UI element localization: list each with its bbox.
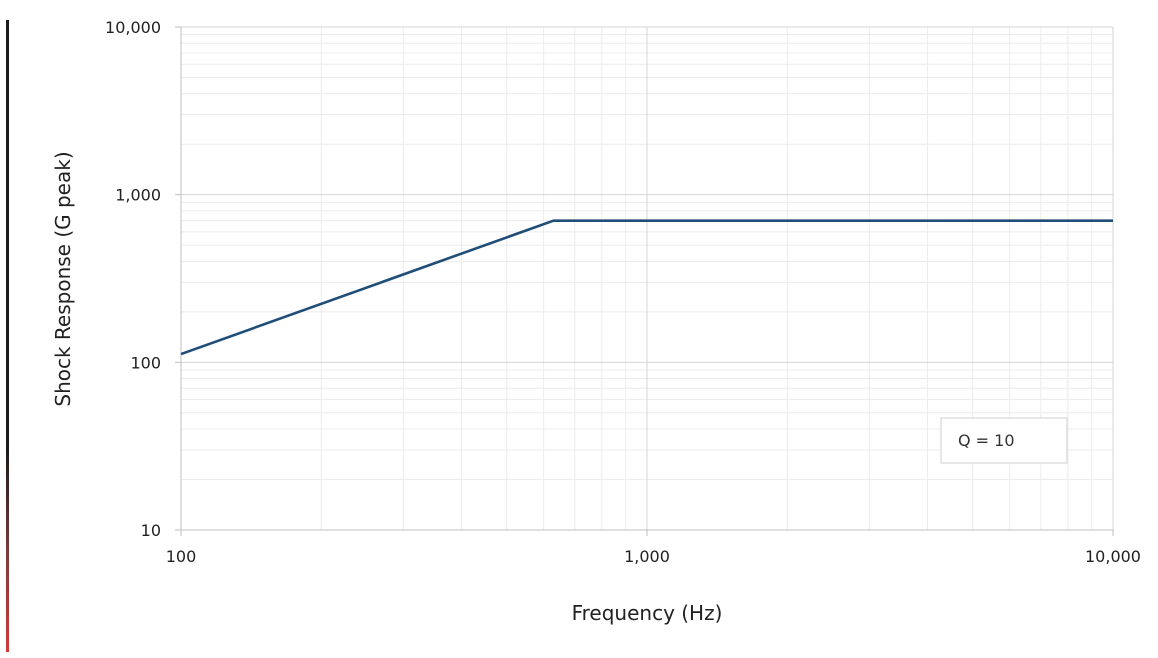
y-tick-label: 10 [141, 521, 161, 540]
series-line-0 [180, 219, 1113, 356]
legend-frame [940, 417, 1068, 464]
x-axis-title: Frequency (Hz) [572, 601, 723, 625]
axes [175, 26, 1114, 536]
x-tick-label: 1,000 [624, 547, 670, 566]
legend-box: Q = 10 [940, 417, 1068, 464]
y-tick-labels: 10 100 1,000 10,000 [105, 18, 161, 540]
x-tick-label: 10,000 [1085, 547, 1141, 566]
accent-bar [6, 20, 9, 652]
x-tick-label: 100 [166, 547, 197, 566]
legend-q-label: Q = 10 [958, 431, 1015, 450]
x-tick-labels: 100 1,000 10,000 [166, 547, 1141, 566]
y-tick-label: 10,000 [105, 18, 161, 37]
y-tick-label: 100 [130, 353, 161, 372]
y-axis-title: Shock Response (G peak) [51, 151, 75, 406]
y-tick-label: 1,000 [115, 186, 161, 205]
series-layer [180, 219, 1113, 356]
